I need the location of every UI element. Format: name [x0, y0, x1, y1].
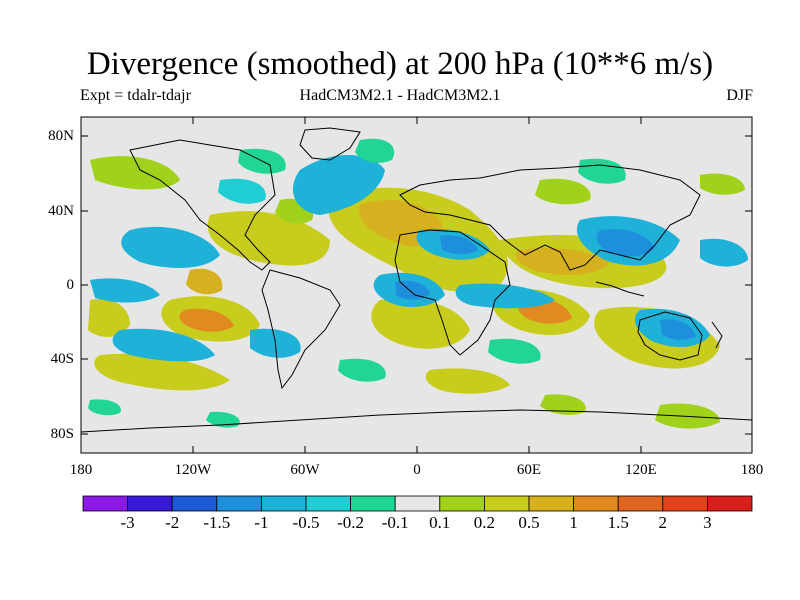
- colorbar-swatch: [707, 495, 753, 512]
- colorbar-label: -0.2: [337, 513, 365, 532]
- new-zealand-outline: [711, 321, 723, 349]
- colorbar-label: 1: [569, 513, 578, 532]
- lat-label-40n: 40N: [48, 203, 74, 219]
- colorbar-label: 0.2: [473, 513, 496, 532]
- contour-fields: [88, 138, 748, 429]
- south-america-outline: [261, 269, 341, 390]
- colorbar-swatch: [573, 495, 619, 512]
- colorbar-swatch: [483, 495, 530, 512]
- coastlines: [81, 127, 752, 433]
- colorbar-swatch: [216, 495, 262, 512]
- eurasia-outline: [399, 164, 701, 271]
- lat-label-80n: 80N: [48, 128, 74, 144]
- colorbar-label: -3: [120, 513, 135, 532]
- lon-label-60w: 60W: [290, 462, 320, 478]
- colorbar-label: -2: [165, 513, 180, 532]
- lon-label-180e: 180: [740, 462, 764, 478]
- greenland-outline: [299, 127, 361, 161]
- colorbar-label: -0.5: [292, 513, 320, 532]
- colorbar-label: -0.1: [381, 513, 409, 532]
- colorbar-swatch: [82, 495, 128, 512]
- lat-label-eq: 0: [66, 277, 75, 293]
- colorbar-label: 1.5: [607, 513, 629, 532]
- lat-ticks: [81, 135, 752, 435]
- colorbar-swatch: [528, 495, 574, 512]
- lon-label-0: 0: [413, 462, 421, 478]
- colorbar-swatch: [617, 495, 664, 512]
- lat-label-80s: 80S: [50, 426, 74, 442]
- colorbar-swatch: [394, 495, 441, 512]
- lon-label-120w: 120W: [174, 462, 212, 478]
- lon-label-120e: 120E: [625, 462, 657, 478]
- colorbar-label: 0.5: [518, 513, 540, 532]
- season-label: DJF: [726, 87, 753, 104]
- australia-outline: [637, 311, 703, 361]
- lon-label-60e: 60E: [516, 462, 542, 478]
- maritime-continent-outline: [595, 281, 645, 297]
- lon-label-180w: 180: [69, 462, 93, 478]
- colorbar-swatch: [662, 495, 708, 512]
- colorbar-swatch: [171, 495, 218, 512]
- colorbar-swatch: [260, 495, 307, 512]
- colorbar-swatch: [350, 495, 396, 512]
- lon-ticks: [192, 117, 642, 453]
- africa-outline: [394, 229, 511, 356]
- colorbar: [82, 495, 753, 512]
- lat-label-40s: 40S: [50, 351, 74, 367]
- antarctica-outline: [81, 409, 752, 433]
- north-america-outline: [129, 139, 276, 271]
- colorbar-label: 2: [658, 513, 668, 532]
- colorbar-swatch: [305, 495, 351, 512]
- colorbar-label: -1: [254, 513, 269, 532]
- colorbar-swatch: [127, 495, 173, 512]
- experiment-label: Expt = tdalr-tdajr: [80, 87, 191, 104]
- model-label: HadCM3M2.1 - HadCM3M2.1: [299, 87, 501, 104]
- colorbar-label: -1.5: [203, 513, 231, 532]
- colorbar-label: 0.1: [429, 513, 451, 532]
- colorbar-label: 3: [703, 513, 712, 532]
- colorbar-swatch: [439, 495, 485, 512]
- map-title: Divergence (smoothed) at 200 hPa (10**6 …: [86, 46, 714, 82]
